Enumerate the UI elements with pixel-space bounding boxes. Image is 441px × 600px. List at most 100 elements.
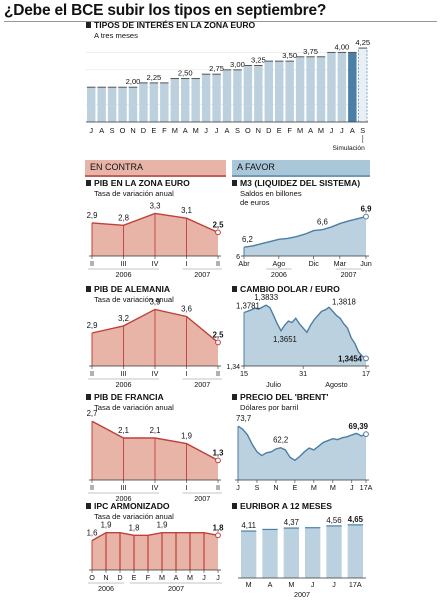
tipos-bar: [149, 82, 159, 122]
pib-alemania-value-label: 3,2: [118, 314, 129, 323]
cambio-x-label: 15: [240, 369, 248, 378]
tipos-month-label: J: [89, 126, 93, 135]
euribor-x-label: A: [268, 580, 273, 589]
pib-francia-value-label: 2,7: [87, 409, 98, 418]
ipc-x-label: A: [174, 573, 179, 582]
chart-title: M3 (LIQUIDEZ DEL SISTEMA): [240, 178, 360, 188]
cambio-x-label: 17: [362, 369, 370, 378]
tipos-month-label: S: [235, 126, 240, 135]
ipc-x-label: F: [146, 573, 151, 582]
tipos-bar: [222, 69, 232, 122]
tipos-month-label: E: [277, 126, 282, 135]
brent-x-label: N: [273, 483, 278, 492]
m3-value-label: 6,6: [317, 218, 328, 227]
cambio-line: [243, 304, 367, 360]
chart-title: TIPOS DE INTERÉS EN LA ZONA EURO: [94, 20, 256, 30]
pib-zona-value-label: 2,9: [87, 211, 98, 220]
tipos-value-label: 4,00: [334, 42, 349, 51]
pib-alemania-line: [91, 308, 219, 343]
pib-francia-year-label: 2007: [194, 494, 210, 503]
brent-x-label: 17A: [360, 483, 373, 492]
pib-francia-x-label: II: [90, 483, 94, 492]
euribor-value-label: 4,37: [284, 518, 299, 527]
chart-subtitle: A tres meses: [94, 31, 138, 40]
pib-francia-value-label: 1,3: [213, 448, 225, 457]
m3-y-label: 6: [236, 254, 240, 261]
chart-title: EURIBOR A 12 MESES: [240, 501, 332, 511]
chart-subtitle: Tasa de variación anual: [94, 189, 174, 198]
pib-zona-value-label: 2,8: [118, 213, 129, 222]
simulation-label: Simulación: [333, 145, 366, 152]
tipos-month-label: E: [151, 126, 156, 135]
tipos-month-label: O: [245, 126, 251, 135]
ipc-year-label: 2007: [168, 584, 184, 593]
title-square-icon: [86, 286, 91, 292]
tipos-bar: [139, 82, 148, 122]
m3-value-label: 6,2: [242, 235, 253, 244]
m3-line: [243, 215, 367, 248]
pib-francia-x-label: II: [216, 483, 220, 492]
euribor-x-label: 17A: [349, 580, 362, 589]
section-rule-contra: [85, 175, 226, 177]
chart-title: PRECIO DEL 'BRENT': [240, 392, 328, 402]
m3-x-label: Ago: [272, 259, 285, 268]
tipos-month-label: M: [297, 126, 303, 135]
cambio-area: [244, 305, 366, 366]
tipos-month-label: M: [172, 126, 178, 135]
tipos-month-label: A: [350, 126, 355, 135]
cambio-month-label: Julio: [266, 380, 281, 389]
m3-year-label: 2006: [271, 270, 287, 279]
pib-alemania-year-label: 2006: [116, 380, 132, 389]
ipc-year-label: 2006: [98, 584, 114, 593]
pib-zona-value-label: 2,5: [213, 220, 225, 229]
tipos-value-label: 3,50: [282, 51, 297, 60]
m3-x-label: Jun: [360, 259, 372, 268]
title-square-icon: [86, 180, 91, 186]
pib-alemania-value-label: 3,6: [181, 305, 192, 314]
section-rule-favor: [232, 175, 370, 177]
cambio-value-label: 1,3833: [254, 293, 278, 302]
tipos-bar: [87, 87, 96, 122]
brent-area: [238, 426, 366, 480]
euribor-bar: [283, 528, 299, 578]
pib-francia-value-label: 2,1: [150, 426, 161, 435]
tipos-month-label: N: [130, 126, 135, 135]
tipos-value-label: 2,50: [178, 69, 193, 78]
pib-francia-x-label: IV: [152, 483, 159, 492]
cambio-x-label: 31: [299, 369, 307, 378]
tipos-value-label: 3,25: [251, 55, 266, 64]
euribor-bar: [305, 527, 321, 578]
title-rule: [4, 21, 437, 22]
pib-zona-x-label: IV: [152, 259, 159, 268]
brent-line: [237, 425, 367, 462]
euribor-x-label: J: [311, 580, 315, 589]
section-header-contra: EN CONTRA: [85, 160, 226, 175]
tipos-bar: [128, 87, 138, 122]
pib-zona-value-label: 3,1: [181, 206, 192, 215]
tipos-month-label: F: [287, 126, 292, 135]
m3-x-label: Dic: [309, 259, 320, 268]
ipc-x-label: M: [159, 573, 165, 582]
tipos-value-label: 2,75: [209, 64, 224, 73]
chart-title: IPC ARMONIZADO: [94, 501, 170, 511]
pib-zona-x-label: III: [121, 259, 127, 268]
cambio-value-label: 1,3651: [273, 335, 297, 344]
brent-value-label: 73,7: [236, 414, 251, 423]
title-square-icon: [232, 503, 237, 509]
euribor-bar: [241, 531, 257, 578]
ipc-area: [92, 532, 218, 570]
brent-x-label: J: [350, 483, 354, 492]
tipos-bar: [264, 61, 273, 122]
tipos-month-label: A: [183, 126, 188, 135]
chart-title: CAMBIO DOLAR / EURO: [240, 284, 340, 294]
ipc-x-label: O: [89, 573, 95, 582]
chart-subtitle: Tasa de variación anual: [94, 512, 174, 521]
tipos-value-label: 4,25: [355, 38, 370, 47]
tipos-month-label: F: [162, 126, 167, 135]
chart-title: PIB EN LA ZONA EURO: [94, 178, 190, 188]
euribor-year-label: 2007: [294, 590, 310, 599]
euribor-bar: [347, 524, 363, 578]
tipos-month-label: J: [204, 126, 208, 135]
tipos-bar: [254, 65, 263, 122]
